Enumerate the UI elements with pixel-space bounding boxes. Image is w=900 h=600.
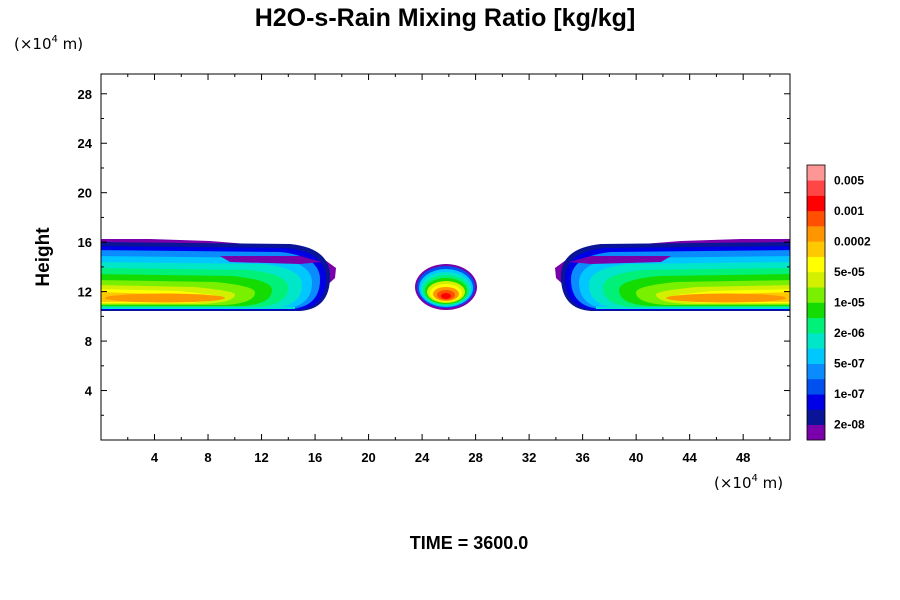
x-tick-label: 24 [415, 450, 430, 465]
x-tick-label: 40 [629, 450, 643, 465]
colorbar-label: 5e-05 [834, 265, 865, 279]
colorbar-swatch [807, 271, 825, 288]
colorbar-swatch [807, 424, 825, 441]
colorbar-swatch [807, 180, 825, 196]
y-axis: 4 8 12 16 20 24 28 [78, 87, 790, 416]
y-unit-prefix: (×10 [14, 35, 52, 53]
y-tick-label: 8 [85, 334, 92, 349]
contour-level [596, 307, 790, 309]
colorbar-label: 1e-05 [834, 296, 865, 310]
colorbar-frame [806, 164, 826, 441]
colorbar-swatch [807, 302, 825, 319]
plot-frame [100, 73, 791, 441]
contour-wisp [220, 256, 322, 264]
colorbar-label: 1e-07 [834, 387, 865, 401]
colorbar-swatch [807, 226, 825, 242]
colorbar-swatch [807, 241, 825, 257]
x-tick-label: 48 [736, 450, 750, 465]
x-tick-label: 16 [308, 450, 322, 465]
y-axis-label: Height [33, 227, 54, 287]
y-tick-label: 28 [78, 87, 92, 102]
contour-field [101, 239, 790, 311]
x-tick-label: 20 [361, 450, 375, 465]
x-unit-suffix: m) [758, 474, 783, 492]
colorbar-label: 0.001 [834, 204, 864, 218]
colorbar-label: 0.005 [834, 173, 864, 187]
colorbar-label: 2e-08 [834, 418, 865, 432]
x-axis: 4 8 12 16 20 24 28 32 36 40 44 48 [127, 74, 771, 465]
colorbar-swatch [807, 363, 825, 380]
left-rain-band [101, 239, 336, 311]
x-tick-label: 4 [151, 450, 159, 465]
colorbar-swatch [807, 378, 825, 395]
x-unit-label: (×104 m) [714, 473, 783, 492]
x-unit-exponent: 4 [752, 473, 758, 484]
x-unit-prefix: (×10 [714, 474, 752, 492]
colorbar-label: 2e-06 [834, 326, 865, 340]
contour-core [666, 293, 786, 303]
contour-level [101, 307, 295, 309]
colorbar-swatch [807, 348, 825, 364]
colorbar-swatch [807, 256, 825, 273]
x-tick-label: 8 [204, 450, 211, 465]
colorbar-label: 5e-07 [834, 357, 865, 371]
y-unit-label: (×104 m) [14, 34, 83, 53]
chart-title: H2O-s-Rain Mixing Ratio [kg/kg] [255, 4, 636, 32]
y-tick-label: 20 [78, 186, 92, 201]
y-unit-exponent: 4 [52, 34, 58, 45]
y-tick-label: 16 [78, 235, 92, 250]
colorbar-swatch [807, 287, 825, 303]
contour-level [441, 293, 451, 299]
y-unit-suffix: m) [58, 35, 83, 53]
y-tick-label: 24 [78, 136, 93, 151]
contour-wisp [569, 256, 671, 264]
x-tick-label: 44 [682, 450, 697, 465]
colorbar-swatch [807, 394, 825, 410]
time-label: TIME = 3600.0 [410, 533, 529, 553]
colorbar-swatch [807, 210, 825, 227]
colorbar-swatch [807, 409, 825, 426]
center-rain-cell [415, 264, 477, 310]
y-tick-label: 4 [85, 384, 93, 399]
colorbar-swatch [807, 195, 825, 212]
colorbar-swatch [807, 333, 825, 349]
colorbar-swatch [807, 317, 825, 334]
contour-core [105, 293, 225, 303]
x-tick-label: 32 [522, 450, 536, 465]
x-tick-label: 36 [575, 450, 589, 465]
x-tick-label: 28 [468, 450, 482, 465]
x-tick-label: 12 [254, 450, 268, 465]
right-rain-band [555, 239, 790, 311]
colorbar-label: 0.0002 [834, 234, 871, 248]
y-tick-label: 12 [78, 285, 92, 300]
colorbar: 2e-08 1e-07 5e-07 2e-06 1e-05 5e-05 0.0002 0.00… [806, 164, 871, 441]
colorbar-swatch [807, 165, 825, 181]
